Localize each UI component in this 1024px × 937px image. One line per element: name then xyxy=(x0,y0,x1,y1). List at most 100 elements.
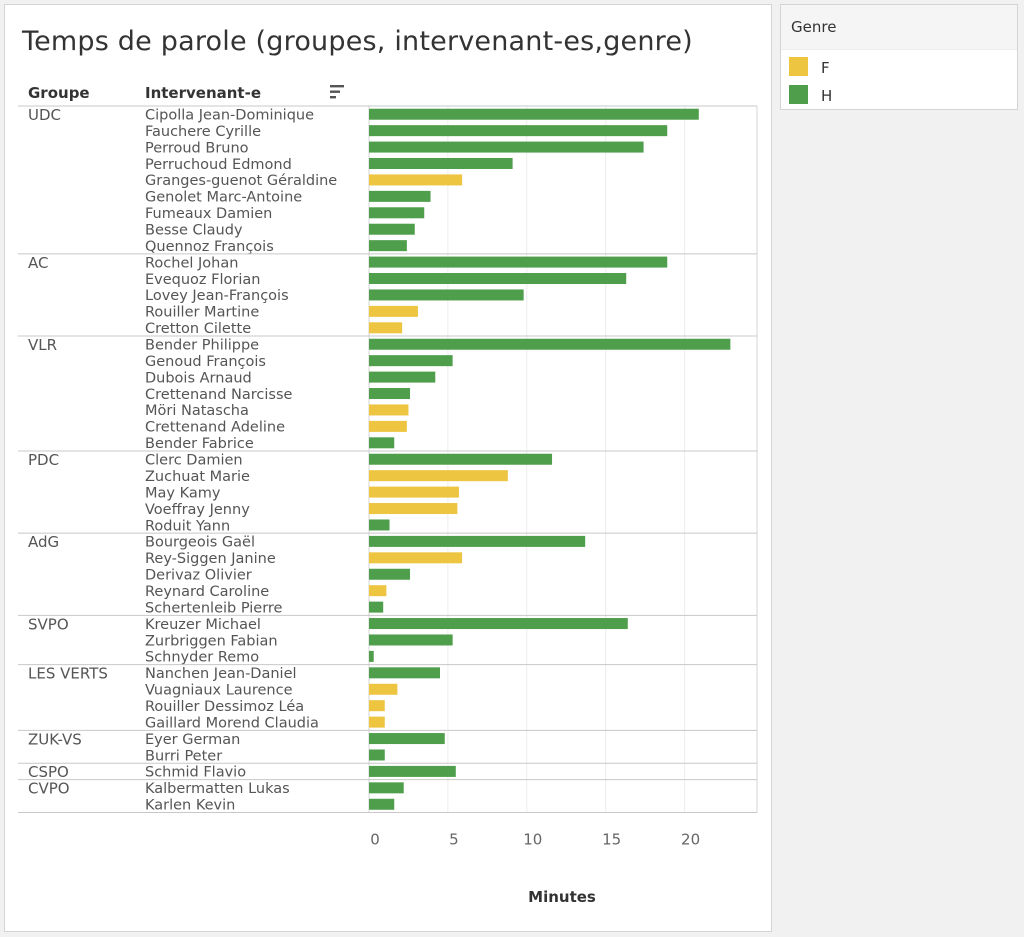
bar[interactable] xyxy=(369,256,668,268)
bar[interactable] xyxy=(369,404,409,416)
speaker-label: Rouiller Martine xyxy=(145,305,259,321)
bar[interactable] xyxy=(369,470,508,482)
bar[interactable] xyxy=(369,338,731,350)
group-label: CVPO xyxy=(28,780,70,798)
speaker-label: Genoud François xyxy=(145,354,266,370)
speaker-label: Bender Fabrice xyxy=(145,436,254,452)
group-label: LES VERTS xyxy=(28,665,108,683)
speaker-label: Vuagniaux Laurence xyxy=(145,683,293,699)
bar[interactable] xyxy=(369,125,668,137)
bar[interactable] xyxy=(369,223,415,235)
bar[interactable] xyxy=(369,683,398,695)
speaker-label: Quennoz François xyxy=(145,239,274,255)
bar[interactable] xyxy=(369,667,441,679)
bar[interactable] xyxy=(369,190,431,202)
bar[interactable] xyxy=(369,437,395,449)
chart-title: Temps de parole (groupes, intervenant-es… xyxy=(22,26,693,57)
x-tick-label: 0 xyxy=(370,830,380,848)
x-tick-label: 10 xyxy=(523,830,542,848)
speaker-label: Lovey Jean-François xyxy=(145,288,289,304)
bar[interactable] xyxy=(369,322,403,334)
bar[interactable] xyxy=(369,749,385,761)
legend-title: Genre xyxy=(781,5,1017,50)
bar[interactable] xyxy=(369,207,425,219)
speaker-label: Derivaz Olivier xyxy=(145,568,252,584)
speaker-label: Rochel Johan xyxy=(145,255,238,271)
bar[interactable] xyxy=(369,519,390,531)
x-tick-label: 20 xyxy=(681,830,700,848)
bar[interactable] xyxy=(369,765,456,777)
speaker-label: Genolet Marc-Antoine xyxy=(145,190,302,206)
bar[interactable] xyxy=(369,273,627,285)
bar[interactable] xyxy=(369,453,553,465)
bar[interactable] xyxy=(369,535,586,547)
bar[interactable] xyxy=(369,388,411,400)
group-label: ZUK-VS xyxy=(28,730,82,748)
legend-label-h: H xyxy=(821,87,833,105)
bar[interactable] xyxy=(369,108,699,120)
speaker-label: Roduit Yann xyxy=(145,518,230,534)
speaker-label: Zuchuat Marie xyxy=(145,469,250,485)
bar[interactable] xyxy=(369,733,445,745)
speaker-label: Rouiller Dessimoz Léa xyxy=(145,699,304,715)
bar[interactable] xyxy=(369,568,411,580)
speaker-label: Gaillard Morend Claudia xyxy=(145,715,319,731)
speaker-label: Cipolla Jean-Dominique xyxy=(145,108,314,124)
bar[interactable] xyxy=(369,585,387,597)
legend: Genre F H xyxy=(780,4,1018,110)
speaker-label: Perroud Bruno xyxy=(145,140,249,156)
bar[interactable] xyxy=(369,503,458,515)
speaker-label: Besse Claudy xyxy=(145,223,243,239)
legend-swatch-h xyxy=(789,85,808,104)
speaker-label: Fauchere Cyrille xyxy=(145,124,261,140)
speaker-label: Schnyder Remo xyxy=(145,650,259,666)
speaker-label: Granges-guenot Géraldine xyxy=(145,173,337,189)
speaker-label: Zurbriggen Fabian xyxy=(145,633,278,649)
group-label: PDC xyxy=(28,451,59,469)
speaker-label: Bourgeois Gaël xyxy=(145,535,255,551)
bar[interactable] xyxy=(369,486,459,498)
speaker-label: Perruchoud Edmond xyxy=(145,157,292,173)
bar[interactable] xyxy=(369,618,628,630)
bar[interactable] xyxy=(369,305,418,317)
x-tick-label: 15 xyxy=(602,830,621,848)
speaker-label: Fumeaux Damien xyxy=(145,206,272,222)
bar[interactable] xyxy=(369,174,463,186)
speaker-label: Bender Philippe xyxy=(145,338,259,354)
bar[interactable] xyxy=(369,798,395,810)
speaker-label: Burri Peter xyxy=(145,748,222,764)
bar[interactable] xyxy=(369,700,385,712)
speaker-label: Karlen Kevin xyxy=(145,798,235,814)
bar[interactable] xyxy=(369,355,453,367)
speaker-label: Rey-Siggen Janine xyxy=(145,551,276,567)
group-label: UDC xyxy=(28,106,61,124)
bar[interactable] xyxy=(369,240,407,252)
sort-descending-icon[interactable] xyxy=(326,83,346,101)
speaker-label: Dubois Arnaud xyxy=(145,370,252,386)
speaker-label: Reynard Caroline xyxy=(145,584,269,600)
bar[interactable] xyxy=(369,650,374,662)
legend-label-f: F xyxy=(821,59,830,77)
bar[interactable] xyxy=(369,552,463,564)
bar[interactable] xyxy=(369,158,513,170)
speaker-label: Kreuzer Michael xyxy=(145,617,261,633)
legend-swatch-f xyxy=(789,57,808,76)
bar[interactable] xyxy=(369,420,407,432)
bar[interactable] xyxy=(369,601,384,613)
speaker-label: Cretton Cilette xyxy=(145,321,251,337)
bar[interactable] xyxy=(369,634,453,646)
x-tick-label: 5 xyxy=(449,830,459,848)
speaker-label: Crettenand Adeline xyxy=(145,420,285,436)
bar[interactable] xyxy=(369,782,404,794)
speaker-column-header[interactable]: Intervenant-e xyxy=(145,84,262,102)
speaker-label: Schertenleib Pierre xyxy=(145,600,283,616)
speaker-label: Eyer German xyxy=(145,732,240,748)
bar[interactable] xyxy=(369,371,436,383)
bar[interactable] xyxy=(369,141,644,153)
speaker-label: Voeffray Jenny xyxy=(145,502,250,518)
group-label: SVPO xyxy=(28,615,69,633)
speaker-label: Schmid Flavio xyxy=(145,765,246,781)
bar[interactable] xyxy=(369,716,385,728)
bar[interactable] xyxy=(369,289,524,301)
